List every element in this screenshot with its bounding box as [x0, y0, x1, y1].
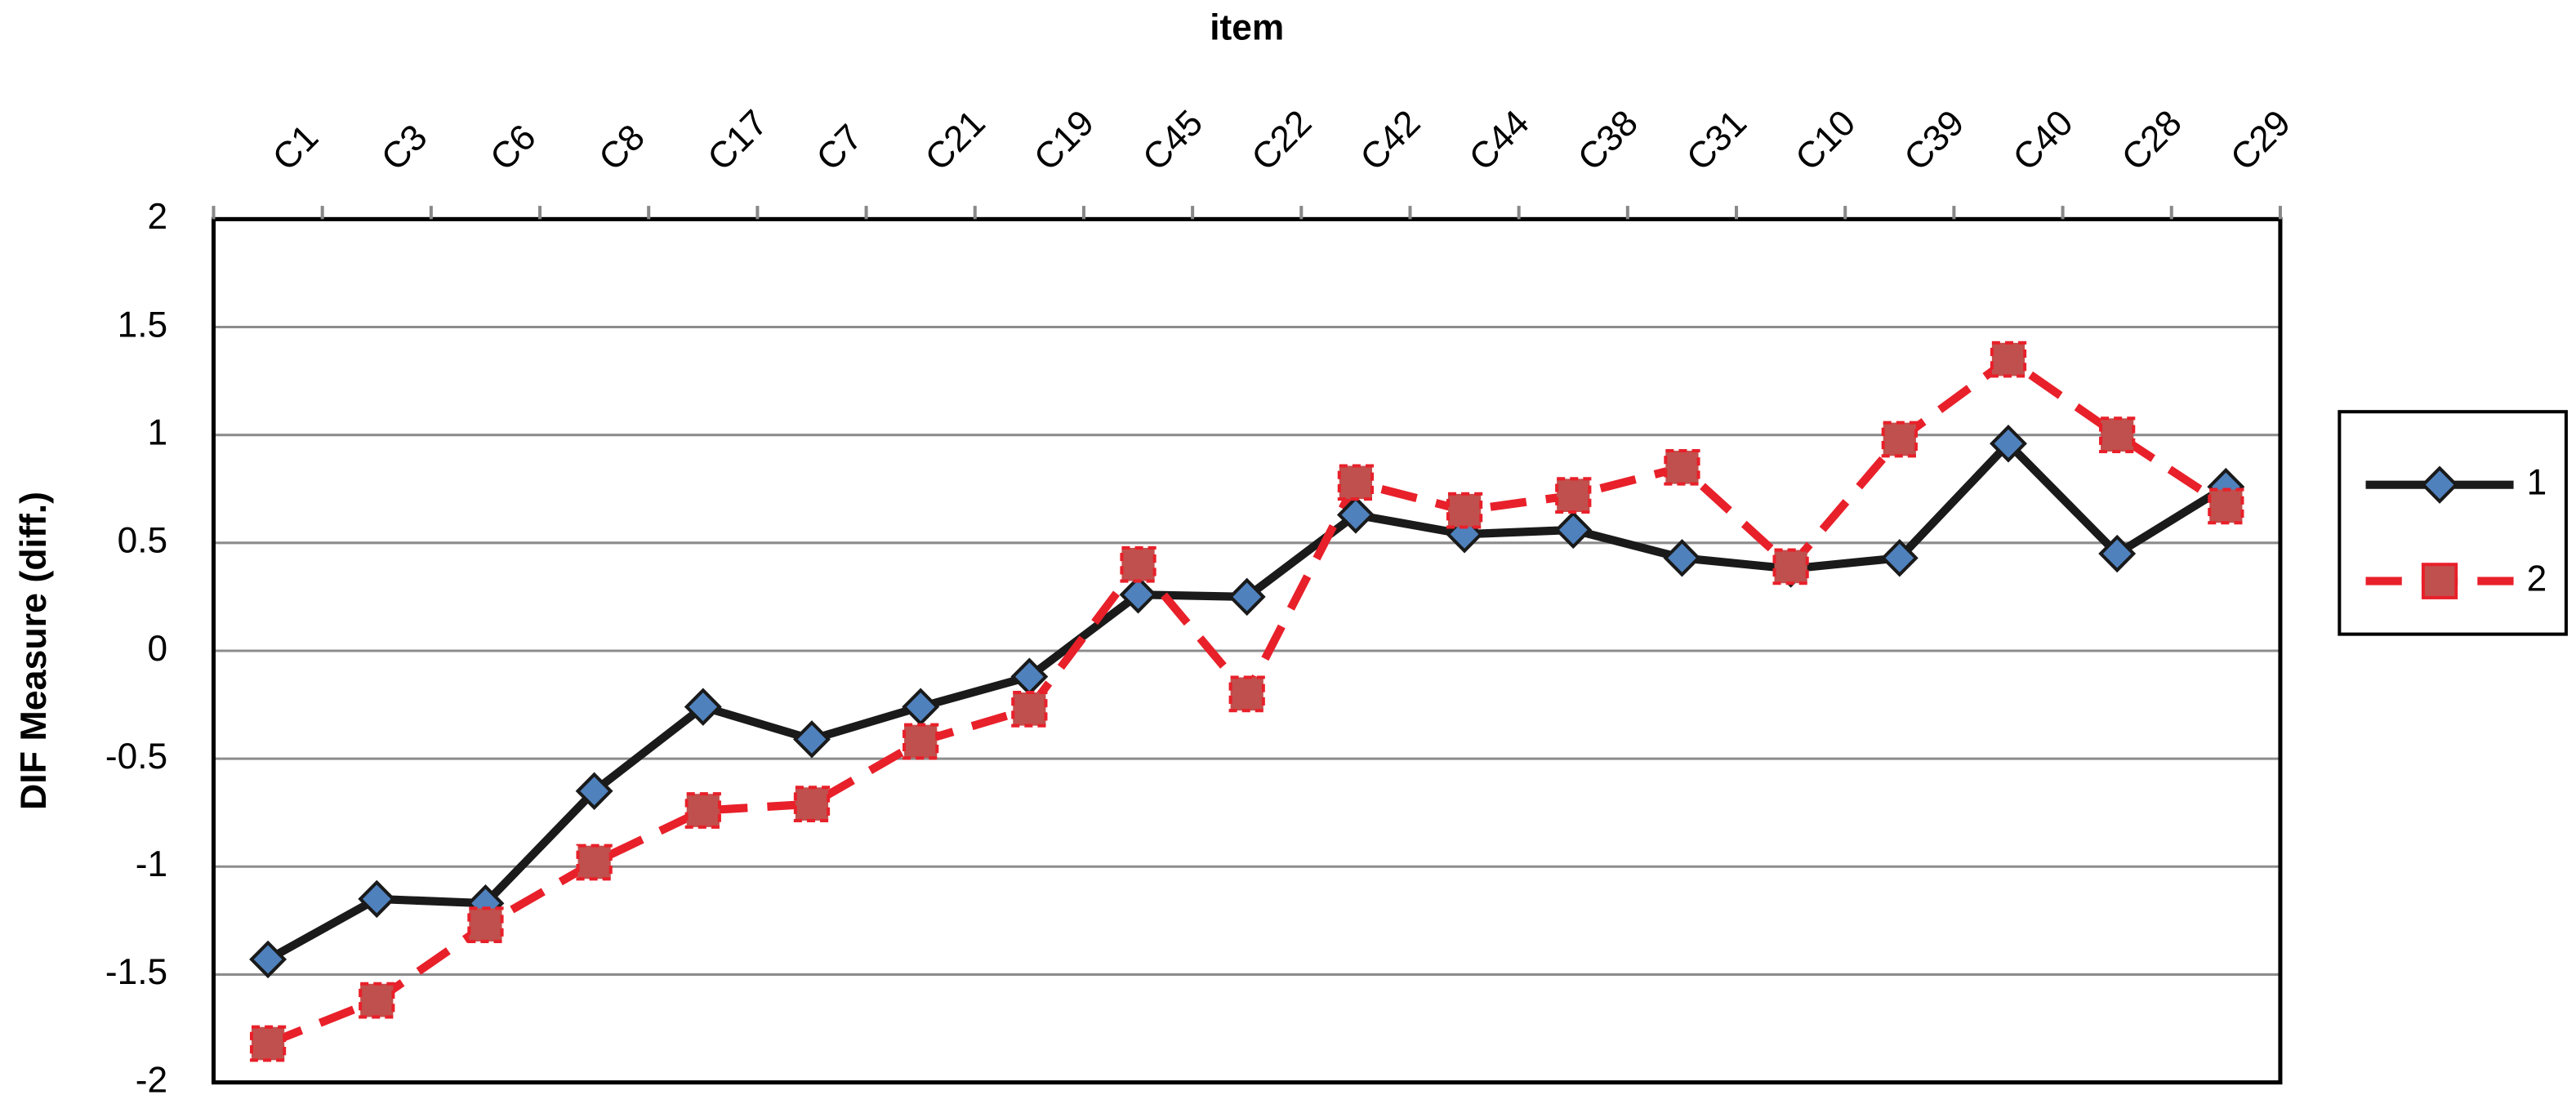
legend-box — [2338, 410, 2568, 636]
point — [684, 792, 721, 829]
point — [1663, 539, 1701, 577]
x-tick-label: C31 — [1679, 103, 1754, 179]
point — [467, 906, 504, 943]
point — [793, 786, 831, 822]
point — [902, 723, 939, 760]
point — [1881, 421, 1918, 458]
y-tick-label: 0.5 — [118, 520, 168, 560]
y-tick-label: -1 — [136, 844, 167, 884]
y-axis-label: DIF Measure (diff.) — [14, 492, 54, 810]
x-tick-label: C40 — [2006, 103, 2081, 179]
x-tick-label: C38 — [1571, 103, 1646, 179]
point — [576, 844, 613, 881]
x-tick-label: C10 — [1788, 103, 1863, 179]
point — [1446, 492, 1483, 529]
point — [684, 688, 722, 726]
point — [249, 940, 287, 979]
point — [1664, 448, 1700, 486]
point — [1990, 341, 2027, 378]
point — [2099, 416, 2136, 454]
x-tick-label: C42 — [1353, 103, 1428, 179]
y-tick-label: 1 — [148, 412, 168, 452]
legend-label: 2 — [2527, 559, 2547, 599]
point — [1555, 477, 1592, 514]
plot-border — [211, 216, 2283, 1085]
legend-label: 1 — [2527, 462, 2547, 502]
point — [358, 879, 396, 919]
x-tick-label: C28 — [2115, 103, 2190, 179]
y-tick-label: -1.5 — [105, 952, 167, 992]
point — [359, 982, 395, 1019]
point — [575, 772, 613, 810]
x-tick-label: C29 — [2223, 103, 2298, 179]
y-tick-label: 2 — [148, 197, 168, 237]
x-tick-label: C19 — [1027, 103, 1102, 179]
y-tick-label: -0.5 — [105, 737, 167, 777]
x-tick-label: C45 — [1135, 103, 1210, 179]
point — [1554, 510, 1593, 550]
point — [1119, 576, 1157, 614]
point — [1011, 690, 1048, 728]
legend-marker — [2421, 563, 2458, 599]
x-tick-label: C8 — [591, 117, 652, 178]
legend-marker — [2421, 465, 2459, 504]
y-tick-label: 1.5 — [118, 305, 168, 345]
point — [1228, 577, 1266, 617]
x-tick-label: C3 — [374, 117, 435, 178]
point — [249, 1025, 287, 1062]
point — [1228, 675, 1265, 713]
point — [1772, 548, 1809, 585]
y-tick-label: -2 — [136, 1060, 167, 1100]
point — [1336, 496, 1375, 534]
x-tick-label: C1 — [265, 117, 326, 178]
x-tick-label: C7 — [809, 117, 870, 178]
point — [1337, 464, 1375, 501]
x-tick-label: C39 — [1897, 103, 1972, 179]
point — [1990, 425, 2027, 463]
point — [2098, 534, 2137, 573]
x-tick-label: C21 — [918, 103, 993, 179]
x-tick-label: C17 — [701, 103, 776, 179]
y-tick-label: 0 — [148, 629, 168, 669]
x-tick-label: C6 — [483, 117, 543, 178]
chart-title: item — [1210, 7, 1284, 47]
point — [1880, 539, 1919, 577]
x-tick-label: C44 — [1462, 103, 1537, 179]
x-tick-label: C22 — [1244, 103, 1319, 179]
point — [1120, 545, 1157, 583]
point — [793, 720, 831, 759]
point — [2208, 487, 2244, 525]
